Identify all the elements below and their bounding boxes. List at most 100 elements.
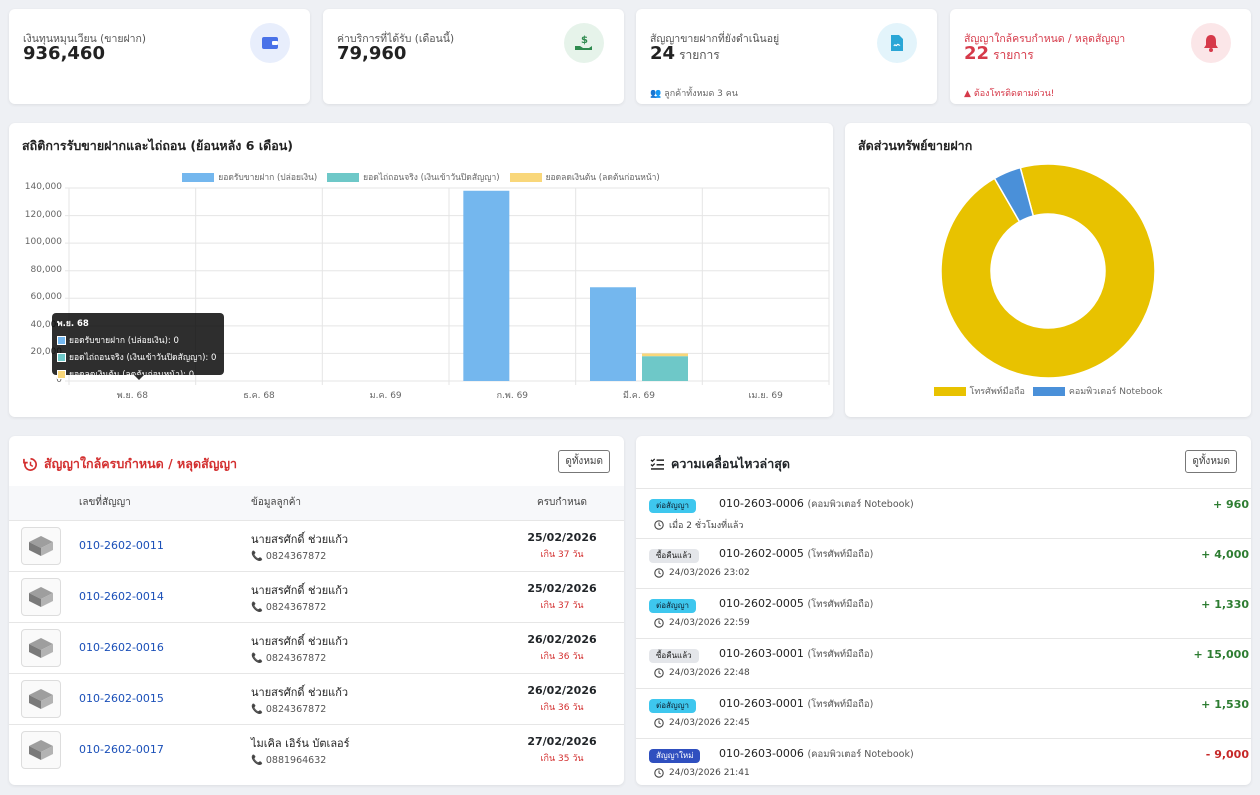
y-tick-label: 120,000	[24, 209, 62, 220]
activity-item[interactable]: ต่อสัญญา 010-2603-0001 (โทรศัพท์มือถือ) …	[636, 688, 1251, 738]
stat-number: 936,460	[23, 43, 105, 64]
activity-time: 24/03/2026 21:41	[654, 768, 750, 778]
overdue-days: เกิน 37 วัน	[540, 600, 584, 611]
donut-legend-item[interactable]: โทรศัพท์มือถือ	[933, 384, 1025, 398]
table-row[interactable]: 010-2602-0014 นายสรศักดิ์ ช่วยแก้ว 📞 0824…	[9, 570, 624, 622]
activity-item[interactable]: ซื้อคืนแล้ว 010-2602-0005 (โทรศัพท์มือถื…	[636, 538, 1251, 588]
activity-item[interactable]: สัญญาใหม่ 010-2603-0006 (คอมพิวเตอร์ Not…	[636, 738, 1251, 785]
table-row[interactable]: 010-2602-0016 นายสรศักดิ์ ช่วยแก้ว 📞 0824…	[9, 621, 624, 673]
activity-item-type: (โทรศัพท์มือถือ)	[807, 599, 874, 610]
activity-contract: 010-2602-0005 (โทรศัพท์มือถือ)	[719, 547, 873, 562]
bar-chart-legend[interactable]: ยอดรับขายฝาก (ปล่อยเงิน) ยอดไถ่ถอนจริง (เ…	[9, 170, 833, 184]
contract-number-link[interactable]: 010-2602-0017	[79, 743, 164, 757]
activity-contract: 010-2602-0005 (โทรศัพท์มือถือ)	[719, 597, 873, 612]
activity-contract-no: 010-2603-0006	[719, 497, 804, 510]
activity-time-text: เมื่อ 2 ชั่วโมงที่แล้ว	[669, 521, 744, 531]
activity-time-text: 24/03/2026 22:45	[669, 718, 750, 728]
stat-number: 79,960	[337, 43, 407, 64]
y-tick-label: 60,000	[30, 292, 63, 303]
stat-value: 936,460	[23, 43, 105, 64]
y-tick-label: 0	[56, 375, 62, 385]
hand-money-icon: $	[564, 23, 604, 63]
stat-label: สัญญาขายฝากที่ยังดำเนินอยู่	[650, 33, 780, 45]
wallet-icon	[250, 23, 290, 63]
customer-phone[interactable]: 📞 0824367872	[251, 653, 491, 664]
bar-3-release[interactable]	[463, 190, 510, 381]
customer-phone[interactable]: 📞 0881964632	[251, 755, 491, 766]
activity-amount: + 1,530	[1201, 698, 1249, 711]
stat-label: เงินทุนหมุนเวียน (ขายฝาก)	[23, 33, 146, 45]
clock-icon	[654, 568, 664, 578]
donut-legend-label: คอมพิวเตอร์ Notebook	[1068, 387, 1163, 397]
activity-amount: + 1,330	[1201, 598, 1249, 611]
activity-badge: ซื้อคืนแล้ว	[649, 649, 699, 663]
activity-time-text: 24/03/2026 22:48	[669, 668, 750, 678]
stat-card: สัญญาขายฝากที่ยังดำเนินอยู่ 24 รายการ 👥 ลูกค…	[636, 9, 937, 104]
customer-phone[interactable]: 📞 0824367872	[251, 551, 491, 562]
activity-header: ความเคลื่อนไหวล่าสุด	[650, 454, 790, 474]
bar-chart-title: สถิติการรับขายฝากและไถ่ถอน (ย้อนหลัง 6 เ…	[22, 138, 293, 153]
activity-item-type: (โทรศัพท์มือถือ)	[807, 549, 874, 560]
activity-time: 24/03/2026 22:45	[654, 718, 750, 728]
due-table: เลขที่สัญญา ข้อมูลลูกค้า ครบกำหนด 010-26…	[9, 486, 624, 775]
activity-time-text: 24/03/2026 23:02	[669, 568, 750, 578]
activity-contract: 010-2603-0001 (โทรศัพท์มือถือ)	[719, 697, 873, 712]
clock-icon	[654, 618, 664, 628]
phone-icon: 📞	[251, 754, 263, 766]
contract-number-link[interactable]: 010-2602-0014	[79, 590, 164, 603]
activity-amount: + 4,000	[1201, 548, 1249, 561]
bar-4-series-2[interactable]	[642, 353, 688, 357]
table-row[interactable]: 010-2602-0015 นายสรศักดิ์ ช่วยแก้ว 📞 0824…	[9, 672, 624, 724]
stat-label: สัญญาใกล้ครบกำหนด / หลุดสัญญา	[964, 33, 1126, 45]
x-tick-label: ธ.ค. 68	[243, 391, 275, 401]
donut-legend[interactable]: โทรศัพท์มือถือ คอมพิวเตอร์ Notebook	[845, 384, 1251, 398]
activity-item[interactable]: ต่อสัญญา 010-2602-0005 (โทรศัพท์มือถือ) …	[636, 588, 1251, 638]
stat-note-text: ลูกค้าทั้งหมด 3 คน	[664, 89, 738, 99]
due-header: สัญญาใกล้ครบกำหนด / หลุดสัญญา	[23, 454, 237, 474]
clock-icon	[654, 768, 664, 778]
legend-item[interactable]: ยอดลดเงินต้น (ลดต้นก่อนหน้า)	[509, 170, 660, 184]
activity-view-all-button[interactable]: ดูทั้งหมด	[1185, 450, 1237, 473]
legend-label: ยอดลดเงินต้น (ลดต้นก่อนหน้า)	[545, 173, 660, 183]
table-row[interactable]: 010-2602-0011 นายสรศักดิ์ ช่วยแก้ว 📞 0824…	[9, 519, 624, 571]
table-row[interactable]: 010-2602-0017 ไมเคิล เอิร์น บัตเลอร์ 📞 08…	[9, 723, 624, 775]
activity-contract-no: 010-2602-0005	[719, 597, 804, 610]
y-tick-label: 100,000	[24, 237, 62, 248]
tooltip-text: ยอดรับขายฝาก (ปล่อยเงิน): 0	[69, 336, 179, 346]
contract-number-link[interactable]: 010-2602-0011	[79, 539, 164, 552]
product-thumbnail	[21, 577, 61, 616]
activity-item[interactable]: ซื้อคืนแล้ว 010-2603-0001 (โทรศัพท์มือถื…	[636, 638, 1251, 688]
donut-slice-0[interactable]	[940, 163, 1156, 379]
activity-time-text: 24/03/2026 22:59	[669, 618, 750, 628]
clock-icon	[654, 668, 664, 678]
bar-4-release[interactable]	[590, 287, 636, 381]
stat-label: ค่าบริการที่ได้รับ (เดือนนี้)	[337, 33, 455, 45]
customer-name: นายสรศักดิ์ ช่วยแก้ว	[251, 634, 349, 648]
activity-item-type: (คอมพิวเตอร์ Notebook)	[807, 499, 914, 510]
x-tick-label: มี.ค. 69	[623, 391, 655, 401]
legend-item[interactable]: ยอดรับขายฝาก (ปล่อยเงิน)	[182, 170, 317, 184]
donut-slice-1[interactable]	[993, 166, 1035, 223]
y-tick-label: 20,000	[30, 347, 63, 358]
activity-contract: 010-2603-0006 (คอมพิวเตอร์ Notebook)	[719, 747, 914, 762]
product-thumbnail	[21, 628, 61, 667]
legend-item[interactable]: ยอดไถ่ถอนจริง (เงินเข้าวันปิดสัญญา)	[327, 170, 500, 184]
activity-amount: + 960	[1212, 498, 1249, 511]
activity-item[interactable]: ต่อสัญญา 010-2603-0006 (คอมพิวเตอร์ Note…	[636, 488, 1251, 538]
due-date: 27/02/2026	[527, 734, 597, 748]
y-tick-label: 80,000	[30, 264, 63, 275]
legend-swatch	[933, 387, 966, 396]
contract-number-link[interactable]: 010-2602-0016	[79, 641, 164, 654]
due-view-all-button[interactable]: ดูทั้งหมด	[558, 450, 610, 473]
customer-phone[interactable]: 📞 0824367872	[251, 704, 491, 715]
clock-icon	[654, 718, 664, 728]
activity-badge: ต่อสัญญา	[649, 699, 697, 713]
customer-phone[interactable]: 📞 0824367872	[251, 602, 491, 613]
donut-legend-item[interactable]: คอมพิวเตอร์ Notebook	[1032, 384, 1163, 398]
x-tick-label: พ.ย. 68	[116, 391, 148, 401]
product-thumbnail	[21, 679, 61, 718]
contract-number-link[interactable]: 010-2602-0015	[79, 692, 164, 705]
activity-amount: - 9,000	[1205, 748, 1249, 761]
stat-number: 24	[650, 43, 676, 64]
bar-4-series-1[interactable]	[642, 356, 688, 381]
